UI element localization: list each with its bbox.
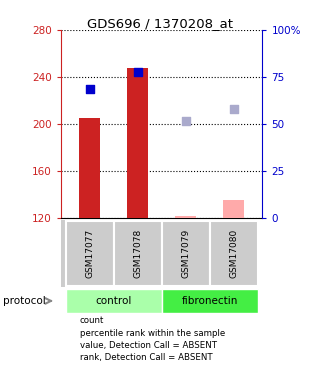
Text: rank, Detection Call = ABSENT: rank, Detection Call = ABSENT — [80, 353, 212, 362]
Text: count: count — [80, 316, 104, 325]
Text: GSM17080: GSM17080 — [229, 229, 238, 278]
Bar — [210, 221, 258, 286]
Text: fibronectin: fibronectin — [181, 296, 238, 306]
Text: control: control — [95, 296, 132, 306]
Point — [183, 118, 188, 124]
Text: GSM17079: GSM17079 — [181, 229, 190, 278]
Point — [87, 86, 92, 92]
Text: value, Detection Call = ABSENT: value, Detection Call = ABSENT — [80, 341, 217, 350]
Point — [135, 69, 140, 75]
Text: percentile rank within the sample: percentile rank within the sample — [80, 328, 225, 338]
Bar — [66, 221, 114, 286]
Text: protocol: protocol — [3, 296, 46, 306]
Bar — [162, 221, 210, 286]
Bar — [175, 216, 196, 217]
Bar — [79, 118, 100, 218]
Bar — [223, 200, 244, 217]
Text: GSM17077: GSM17077 — [85, 229, 94, 278]
Bar — [114, 221, 162, 286]
Text: GSM17078: GSM17078 — [133, 229, 142, 278]
Text: GDS696 / 1370208_at: GDS696 / 1370208_at — [87, 17, 233, 30]
Point — [231, 105, 236, 111]
Bar — [162, 289, 258, 313]
Bar — [66, 289, 162, 313]
Bar — [127, 68, 148, 218]
